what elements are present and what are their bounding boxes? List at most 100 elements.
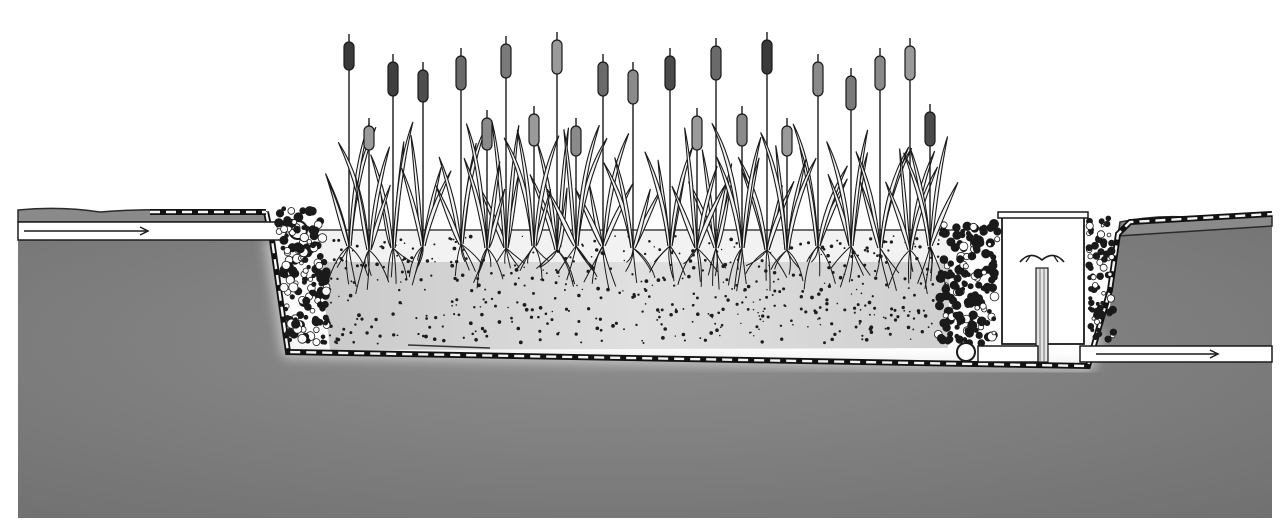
gravel-stone	[991, 274, 998, 281]
media-particle	[421, 334, 425, 338]
gravel-stone	[302, 267, 309, 274]
media-particle	[563, 289, 566, 291]
cattail-leaf	[368, 146, 391, 251]
gravel-stone	[1106, 232, 1112, 238]
gravel-stone	[969, 222, 978, 231]
cattail-root	[786, 249, 804, 282]
cattail-root	[505, 247, 520, 269]
media-particle	[836, 302, 839, 305]
gravel-stone	[289, 294, 295, 300]
cattail-leaf	[909, 166, 939, 251]
media-particle	[663, 278, 667, 282]
media-particle	[903, 277, 907, 281]
media-particle	[906, 314, 910, 317]
cattail-leaf	[859, 181, 881, 249]
gravel-stone	[989, 291, 1000, 302]
media-particle	[328, 334, 332, 337]
gravel-stone	[319, 305, 326, 312]
gravel-stone	[1104, 335, 1112, 343]
media-particle	[748, 331, 751, 334]
media-particle	[733, 246, 736, 248]
media-particle	[838, 275, 843, 280]
gravel-stone	[987, 242, 992, 247]
media-particle	[396, 254, 399, 257]
cattail-root	[348, 245, 369, 277]
media-particle	[484, 288, 487, 291]
media-particle	[913, 293, 916, 297]
gravel-stone	[1108, 239, 1115, 247]
gravel-stone	[281, 206, 287, 212]
media-particle	[660, 308, 664, 312]
media-particle	[838, 242, 842, 245]
media-particle	[789, 246, 794, 250]
gravel-stone	[317, 233, 328, 243]
media-particle	[758, 315, 761, 317]
media-particle	[873, 314, 876, 316]
gravel-stone	[1088, 296, 1093, 301]
media-particle	[400, 270, 404, 274]
media-particle	[746, 284, 751, 289]
media-particle	[399, 238, 403, 242]
media-particle	[556, 332, 560, 336]
cattail-root	[557, 245, 577, 273]
gravel-stone	[320, 258, 328, 266]
media-particle	[523, 284, 526, 287]
gravel-stone	[935, 301, 945, 311]
media-particle	[681, 277, 684, 280]
cattail-head	[904, 45, 916, 81]
media-particle	[337, 238, 341, 242]
cattail-plant	[711, 106, 762, 292]
media-particle	[663, 327, 667, 331]
gravel-stone	[284, 233, 289, 239]
cattail-leaf	[422, 170, 452, 247]
media-particle	[759, 298, 761, 301]
cattail-leaf	[463, 157, 488, 249]
media-particle	[538, 329, 542, 333]
media-particle	[823, 282, 826, 285]
media-particle	[375, 262, 379, 267]
media-particle	[574, 332, 578, 336]
gravel-stone	[989, 218, 1000, 229]
gravel-stone	[1087, 264, 1094, 271]
media-particle	[518, 340, 523, 345]
cattail-leaf	[716, 156, 743, 249]
cattail-root	[367, 249, 372, 276]
media-particle	[853, 311, 856, 314]
media-particle	[699, 337, 702, 340]
media-particle	[340, 248, 343, 252]
media-particle	[433, 243, 436, 246]
media-particle	[532, 291, 535, 295]
gravel-stone	[979, 302, 987, 310]
gravel-stone	[283, 306, 289, 312]
media-particle	[419, 278, 423, 282]
gravel-stone	[956, 255, 964, 264]
gravel-stone	[952, 311, 960, 319]
media-particle	[540, 278, 542, 281]
media-particle	[868, 313, 871, 316]
media-particle	[692, 292, 696, 296]
media-particle	[861, 334, 864, 337]
media-particle	[490, 271, 493, 275]
media-particle	[580, 341, 583, 344]
media-particle	[922, 309, 925, 312]
media-particle	[763, 307, 766, 310]
media-particle	[417, 332, 420, 336]
media-particle	[729, 237, 734, 242]
media-particle	[731, 287, 734, 290]
cattail-leaf	[885, 181, 911, 251]
gravel-stone	[1096, 331, 1103, 338]
gravel-stone	[954, 324, 960, 330]
cattail-head	[664, 55, 676, 91]
collection-pipe-end	[956, 342, 976, 362]
media-particle	[415, 317, 418, 320]
media-particle	[349, 331, 353, 335]
media-particle	[823, 341, 826, 345]
media-particle	[799, 307, 803, 311]
gravel-stone	[316, 252, 324, 260]
gravel-stone	[974, 305, 980, 311]
gravel-stone	[309, 242, 316, 249]
media-particle	[721, 307, 725, 311]
bed-flow-indicator	[407, 344, 491, 349]
cattail-root	[632, 247, 656, 278]
